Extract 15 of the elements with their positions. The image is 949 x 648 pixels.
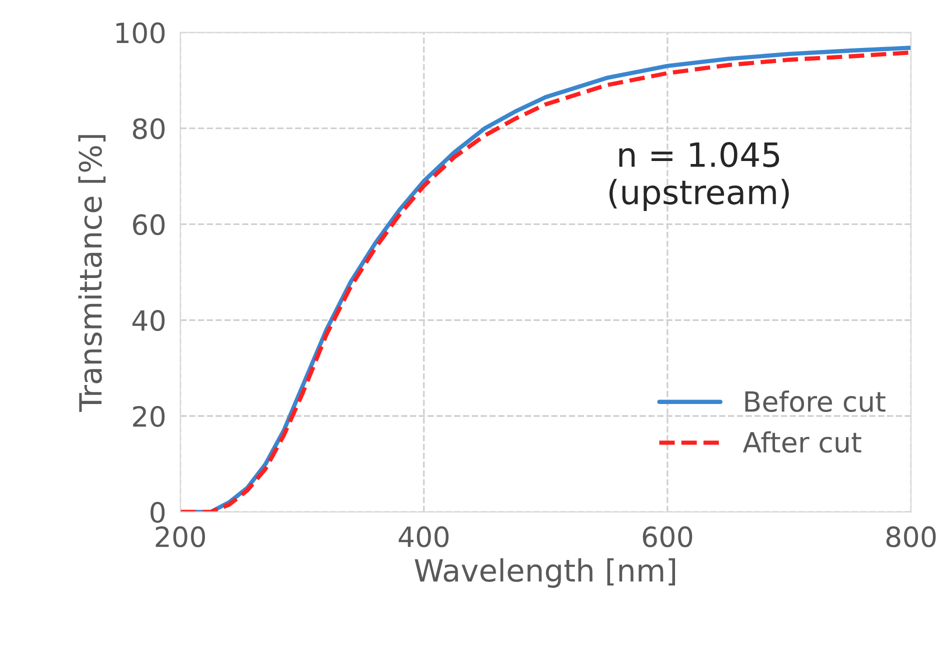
legend-label: Before cut — [745, 390, 886, 412]
y-tick-label: 80 — [132, 118, 165, 140]
y-tick-label: 60 — [133, 214, 165, 236]
annotation: n = 1.045 (upstream) — [609, 142, 789, 212]
y-tick-label: 40 — [132, 310, 165, 332]
x-tick-label: 800 — [886, 526, 936, 548]
x-tick-label: 200 — [156, 526, 205, 548]
y-tick-label: 100 — [116, 22, 165, 44]
y-axis-title: Transmittance [%] — [78, 135, 106, 412]
y-tick-label: 20 — [133, 406, 165, 427]
x-tick-label: 400 — [398, 526, 449, 548]
x-tick-label: 600 — [642, 526, 692, 548]
x-axis-title: Wavelength [nm] — [414, 558, 676, 588]
legend-label: After cut — [742, 431, 862, 453]
y-tick-label: 0 — [150, 502, 165, 523]
